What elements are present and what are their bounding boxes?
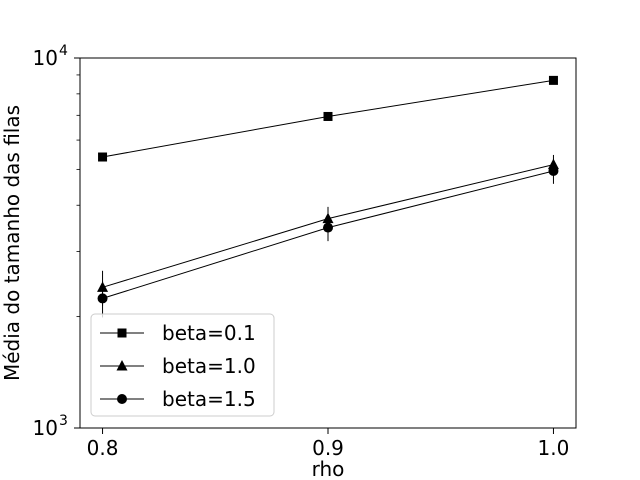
x-axis-label: rho [312, 457, 345, 480]
legend-marker [117, 328, 127, 338]
x-tick-label: 0.8 [87, 436, 119, 460]
legend-label: beta=1.5 [162, 387, 256, 411]
y-tick-exponent: 3 [59, 413, 68, 429]
legend-marker [117, 394, 127, 404]
data-point [98, 152, 108, 162]
legend-entry: beta=1.0 [100, 354, 256, 378]
data-point [97, 293, 108, 304]
legend-box [90, 313, 275, 417]
legend-label: beta=1.0 [162, 354, 256, 378]
series-beta=1.5 [97, 159, 559, 318]
series-group [97, 75, 559, 318]
y-tick-label: 10 [33, 416, 58, 440]
data-point [548, 75, 558, 85]
legend-entry: beta=0.1 [100, 321, 256, 345]
x-tick-label: 0.9 [312, 436, 344, 460]
legend: beta=0.1 beta=1.0 beta=1.5 [90, 313, 275, 417]
legend-marker [116, 360, 128, 371]
x-tick-label: 1.0 [538, 436, 570, 460]
series-beta=0.1 [98, 75, 558, 162]
legend-label: beta=0.1 [162, 321, 256, 345]
y-tick-exponent: 4 [59, 43, 68, 59]
data-point [323, 222, 333, 233]
y-tick-label: 10 [33, 46, 58, 70]
data-point [323, 111, 333, 121]
y-axis-label: Média do tamanho das filas [0, 105, 24, 381]
data-point [548, 165, 559, 176]
legend-entry: beta=1.5 [100, 387, 256, 411]
